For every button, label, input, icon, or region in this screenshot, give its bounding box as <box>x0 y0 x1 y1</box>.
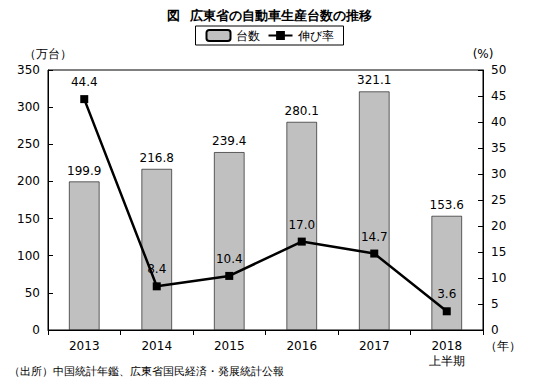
svg-text:35: 35 <box>491 141 506 155</box>
svg-text:2017: 2017 <box>359 339 390 353</box>
svg-text:17.0: 17.0 <box>288 218 315 232</box>
svg-text:321.1: 321.1 <box>357 73 391 87</box>
svg-text:5: 5 <box>491 297 499 311</box>
svg-text:0: 0 <box>491 323 499 337</box>
svg-text:280.1: 280.1 <box>285 104 319 118</box>
svg-text:0: 0 <box>32 323 40 337</box>
svg-text:3.6: 3.6 <box>437 287 456 301</box>
svg-text:300: 300 <box>17 100 40 114</box>
svg-text:199.9: 199.9 <box>67 164 101 178</box>
svg-text:153.6: 153.6 <box>430 198 464 212</box>
svg-text:14.7: 14.7 <box>361 230 388 244</box>
svg-text:30: 30 <box>491 167 506 181</box>
svg-text:10.4: 10.4 <box>216 252 243 266</box>
svg-text:150: 150 <box>17 212 40 226</box>
svg-text:50: 50 <box>25 286 40 300</box>
svg-text:2015: 2015 <box>214 339 245 353</box>
svg-text:（年）: （年） <box>485 339 521 353</box>
svg-text:239.4: 239.4 <box>212 134 246 148</box>
svg-text:2018: 2018 <box>431 339 462 353</box>
svg-text:44.4: 44.4 <box>71 75 98 89</box>
svg-text:20: 20 <box>491 219 506 233</box>
svg-text:2016: 2016 <box>286 339 317 353</box>
svg-text:8.4: 8.4 <box>147 262 166 276</box>
svg-text:10: 10 <box>491 271 506 285</box>
svg-text:50: 50 <box>491 63 506 77</box>
svg-text:伸び率: 伸び率 <box>297 29 334 43</box>
svg-text:250: 250 <box>17 137 40 151</box>
svg-text:25: 25 <box>491 193 506 207</box>
svg-text:2014: 2014 <box>141 339 172 353</box>
svg-text:40: 40 <box>491 115 506 129</box>
svg-text:台数: 台数 <box>236 29 260 43</box>
svg-text:100: 100 <box>17 249 40 263</box>
svg-text:上半期: 上半期 <box>429 354 465 368</box>
svg-text:350: 350 <box>17 63 40 77</box>
svg-text:15: 15 <box>491 245 506 259</box>
svg-text:216.8: 216.8 <box>140 151 174 165</box>
svg-text:（万台）: （万台） <box>24 47 72 61</box>
svg-text:2013: 2013 <box>69 339 100 353</box>
svg-text:図 広東省の自動車生産台数の推移: 図 広東省の自動車生産台数の推移 <box>167 8 371 23</box>
svg-text:200: 200 <box>17 174 40 188</box>
svg-text:（出所）中国統計年鑑、広東省国民経済・発展統計公報: （出所）中国統計年鑑、広東省国民経済・発展統計公報 <box>9 365 284 378</box>
svg-text:(%): (%) <box>473 47 494 61</box>
svg-text:45: 45 <box>491 89 506 103</box>
